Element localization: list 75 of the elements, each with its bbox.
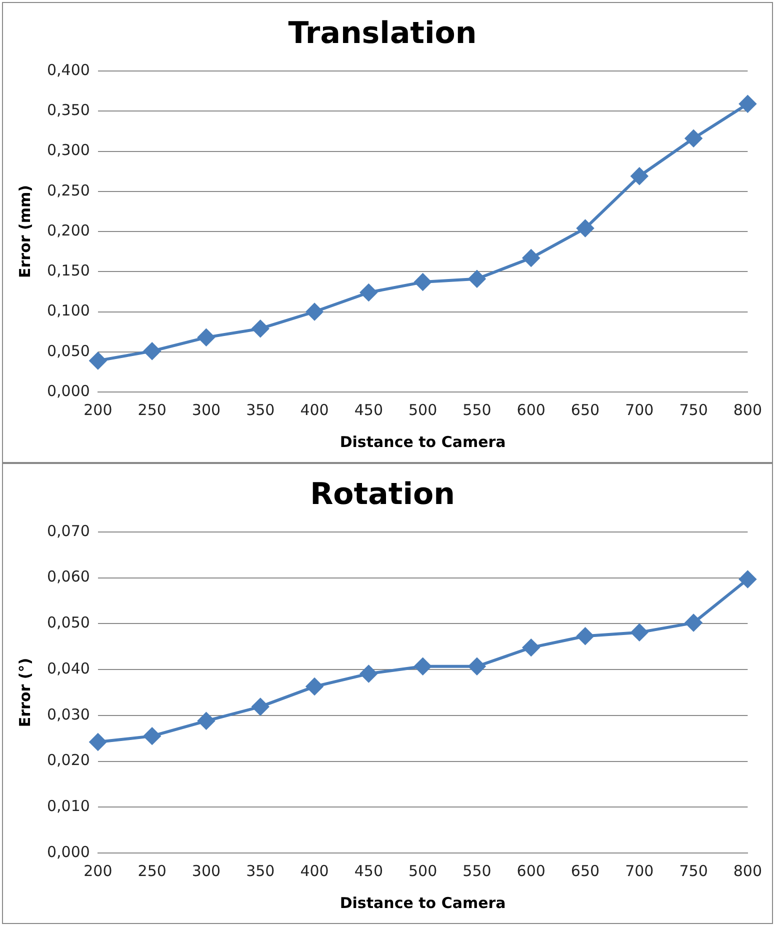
x-tick-label: 450 xyxy=(354,400,383,419)
y-tick-label: 0,030 xyxy=(46,705,90,724)
x-tick-label: 600 xyxy=(516,400,546,419)
point xyxy=(360,665,378,682)
x-tick-label: 650 xyxy=(570,400,600,419)
point xyxy=(522,639,540,656)
x-tick-label: 250 xyxy=(138,862,166,880)
y-tick-label: 0,050 xyxy=(46,342,90,360)
x-tick-label: 500 xyxy=(408,862,438,880)
point xyxy=(144,342,161,360)
x-tick-label: 300 xyxy=(192,862,221,880)
y-tick-label: 0,150 xyxy=(46,262,90,280)
y-tick-label: 0,000 xyxy=(46,842,90,861)
x-tick-label: 450 xyxy=(354,862,383,880)
x-tick-label: 750 xyxy=(679,862,708,880)
x-axis-title: Distance to Camera xyxy=(340,894,506,912)
point xyxy=(198,712,215,730)
x-tick-label: 550 xyxy=(462,400,492,419)
chart-title: Rotation xyxy=(310,476,455,512)
x-tick-label: 200 xyxy=(84,862,112,880)
point xyxy=(89,734,106,751)
y-tick-label: 0,200 xyxy=(46,221,90,240)
point xyxy=(306,303,324,320)
y-axis-title: Error (mm) xyxy=(16,185,34,278)
point xyxy=(739,95,756,112)
point xyxy=(630,624,648,641)
y-axis-title: Error (°) xyxy=(16,658,34,728)
x-tick-label: 250 xyxy=(138,400,166,419)
y-tick-label: 0,050 xyxy=(46,614,90,632)
x-tick-label: 700 xyxy=(625,400,654,419)
point xyxy=(468,658,486,675)
x-tick-label: 350 xyxy=(246,862,275,880)
point xyxy=(360,284,378,301)
point xyxy=(306,678,324,696)
x-tick-label: 500 xyxy=(408,400,438,419)
point xyxy=(414,274,432,291)
x-tick-label: 350 xyxy=(246,400,275,419)
y-tick-label: 0,000 xyxy=(46,382,90,400)
y-tick-label: 0,350 xyxy=(46,101,90,120)
x-tick-label: 600 xyxy=(516,862,546,880)
x-tick-label: 400 xyxy=(300,400,329,419)
point xyxy=(576,220,594,237)
point xyxy=(522,249,540,266)
x-tick-label: 300 xyxy=(192,400,221,419)
x-tick-label: 800 xyxy=(733,400,762,419)
y-tick-label: 0,020 xyxy=(46,751,90,770)
point xyxy=(198,328,215,346)
x-tick-label: 550 xyxy=(462,862,492,880)
y-tick-label: 0,010 xyxy=(46,797,90,816)
y-tick-label: 0,400 xyxy=(46,60,90,79)
point xyxy=(468,270,486,288)
point xyxy=(414,658,432,675)
x-tick-label: 200 xyxy=(84,400,112,419)
point xyxy=(685,614,702,632)
x-axis-title: Distance to Camera xyxy=(340,432,506,451)
point xyxy=(144,728,161,745)
x-tick-label: 800 xyxy=(733,862,762,880)
x-tick-label: 650 xyxy=(570,862,600,880)
y-tick-label: 0,060 xyxy=(46,568,90,586)
point xyxy=(89,352,106,370)
point xyxy=(739,570,756,588)
point xyxy=(630,168,648,185)
point xyxy=(685,130,702,147)
point xyxy=(576,628,594,645)
y-tick-label: 0,300 xyxy=(46,141,90,160)
x-tick-label: 750 xyxy=(679,400,708,419)
x-tick-label: 700 xyxy=(625,862,654,880)
y-tick-label: 0,100 xyxy=(46,302,90,320)
y-tick-label: 0,040 xyxy=(46,659,90,678)
point xyxy=(252,698,269,716)
y-tick-label: 0,070 xyxy=(46,522,90,540)
point xyxy=(252,320,269,338)
y-tick-label: 0,250 xyxy=(46,181,90,200)
chart-title: Translation xyxy=(288,16,477,51)
x-tick-label: 400 xyxy=(300,862,329,880)
